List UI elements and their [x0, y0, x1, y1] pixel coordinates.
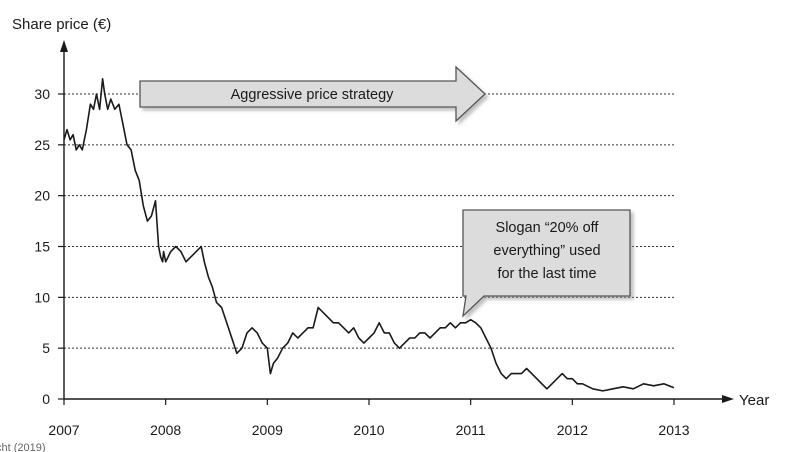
x-tick-label-2008: 2008 [150, 422, 181, 438]
share-price-line [63, 78, 675, 392]
y-tick-label-0: 0 [42, 391, 50, 407]
x-tick-label-2012: 2012 [557, 422, 588, 438]
y-tick-label-5: 5 [42, 340, 50, 356]
strategy-arrow-shape [139, 65, 486, 123]
y-tick-label-15: 15 [34, 239, 50, 255]
aggressive-price-strategy-arrow: Aggressive price strategy [139, 65, 486, 123]
y-axis-title: Share price (€) [12, 16, 111, 33]
axes [60, 40, 734, 403]
y-tick-label-30: 30 [34, 86, 50, 102]
strategy-arrow-label: Aggressive price strategy [231, 87, 395, 103]
x-tick-label-2013: 2013 [658, 422, 689, 438]
x-tick-label-2010: 2010 [353, 422, 384, 438]
source-note: cht (2019) [0, 442, 46, 452]
x-tick-label-2009: 2009 [252, 422, 283, 438]
y-tick-label-10: 10 [34, 289, 50, 305]
slogan-line-1: Slogan “20% off [496, 220, 600, 236]
slogan-callout-shape [462, 209, 631, 318]
slogan-line-3: for the last time [497, 266, 596, 282]
x-tick-label-2011: 2011 [456, 422, 486, 438]
ticks: 0 5 10 15 20 25 30 2007 2008 2009 2010 2011 2012 2013 [34, 86, 689, 438]
x-axis-arrowhead [722, 395, 734, 403]
x-axis-title: Year [739, 392, 769, 409]
y-tick-label-25: 25 [34, 137, 50, 153]
y-tick-label-20: 20 [34, 188, 50, 204]
slogan-line-2: everything” used [493, 243, 600, 259]
y-axis-arrowhead [60, 40, 68, 52]
x-tick-label-2007: 2007 [48, 422, 79, 438]
slogan-callout: Slogan “20% off everything” used for the… [462, 209, 631, 318]
